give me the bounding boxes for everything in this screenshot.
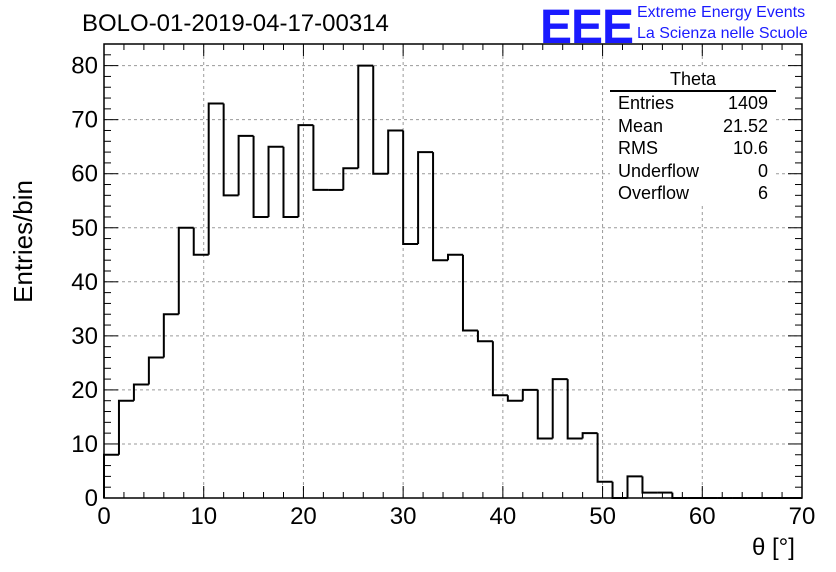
stats-value: 10.6 (732, 138, 768, 158)
histogram-bin (267, 145, 284, 217)
eee-logo: EEE (540, 1, 634, 54)
logo-subtitle-line1: Extreme Energy Events (637, 4, 806, 21)
stats-label: Entries (618, 93, 675, 113)
histogram-bin (551, 378, 568, 439)
histogram-bin (312, 125, 329, 191)
histogram-bin (177, 226, 194, 315)
histogram-bin (282, 146, 299, 218)
x-tick-label: 10 (190, 503, 217, 530)
stats-row-entries: Entries 1409 (610, 92, 776, 115)
histogram-bin (521, 388, 538, 401)
histogram-bin (626, 475, 643, 498)
stats-title: Theta (610, 68, 776, 92)
histogram-bin (252, 135, 269, 218)
histogram-bin (536, 389, 553, 440)
histogram-bin (237, 134, 254, 196)
histogram-bin (162, 313, 179, 358)
x-tick-label: 50 (589, 503, 616, 530)
histogram-bin (447, 253, 463, 261)
stats-box: Theta Entries 1409 Mean 21.52 RMS 10.6 U… (610, 68, 776, 205)
stats-row-mean: Mean 21.52 (610, 115, 776, 138)
stats-label: Mean (618, 115, 664, 136)
y-tick-label: 50 (71, 215, 98, 242)
histogram-bin (641, 476, 658, 494)
histogram-bin (476, 330, 493, 343)
histogram-bin (297, 124, 314, 217)
histogram-bin (417, 151, 434, 244)
stats-label: Underflow (618, 160, 700, 181)
stats-label: Overflow (618, 183, 690, 203)
histogram-bin (342, 167, 359, 190)
stats-value: 6 (757, 183, 768, 203)
logo-subtitle-line2: La Scienza nelle Scuole (637, 25, 808, 42)
stats-value: 21.52 (722, 115, 768, 136)
y-tick-label: 80 (71, 53, 98, 80)
histogram-bin (596, 433, 613, 483)
histogram-bin (387, 129, 404, 174)
stats-label: RMS (618, 138, 658, 158)
y-tick-label: 30 (71, 323, 98, 350)
x-tick-label: 40 (490, 503, 517, 530)
y-tick-label: 0 (85, 485, 98, 512)
histogram-bin (491, 341, 508, 397)
histogram-bin (207, 102, 224, 255)
grid-lines (104, 44, 802, 498)
stats-row-underflow: Underflow 0 (610, 160, 776, 183)
x-axis-label: θ [°] (752, 534, 795, 561)
histogram-bin (506, 395, 523, 402)
histogram-bin (372, 65, 389, 175)
x-tick-label: 0 (97, 503, 110, 530)
histogram-bin (402, 130, 419, 245)
y-axis-label: Entries/bin (8, 180, 38, 303)
x-tick-label: 30 (390, 503, 417, 530)
histogram-bin (566, 379, 583, 440)
y-tick-label: 70 (71, 107, 98, 134)
histogram-bin (432, 152, 449, 262)
histogram-bin (117, 399, 134, 455)
histogram-bin (222, 103, 239, 197)
y-tick-label: 10 (71, 431, 98, 458)
histogram-bin (581, 432, 598, 439)
stats-value: 1409 (727, 93, 768, 113)
y-tick-label: 40 (71, 269, 98, 296)
y-tick-label: 60 (71, 161, 98, 188)
stats-value: 0 (757, 160, 768, 181)
x-tick-label: 70 (789, 503, 816, 530)
histogram-bars (103, 64, 802, 499)
histogram-bin (671, 492, 688, 499)
x-tick-label: 60 (689, 503, 716, 530)
histogram-bin (132, 383, 149, 401)
stats-row-overflow: Overflow 6 (610, 182, 776, 205)
histogram-bin (461, 254, 478, 332)
histogram-bin (147, 356, 164, 385)
stats-row-rms: RMS 10.6 (610, 137, 776, 160)
histogram-bin (192, 227, 209, 256)
histogram-bin (357, 64, 374, 169)
x-tick-label: 20 (290, 503, 317, 530)
histogram-bin (611, 481, 628, 499)
chart-title: BOLO-01-2019-04-17-00314 (82, 10, 389, 37)
y-tick-label: 20 (71, 377, 98, 404)
